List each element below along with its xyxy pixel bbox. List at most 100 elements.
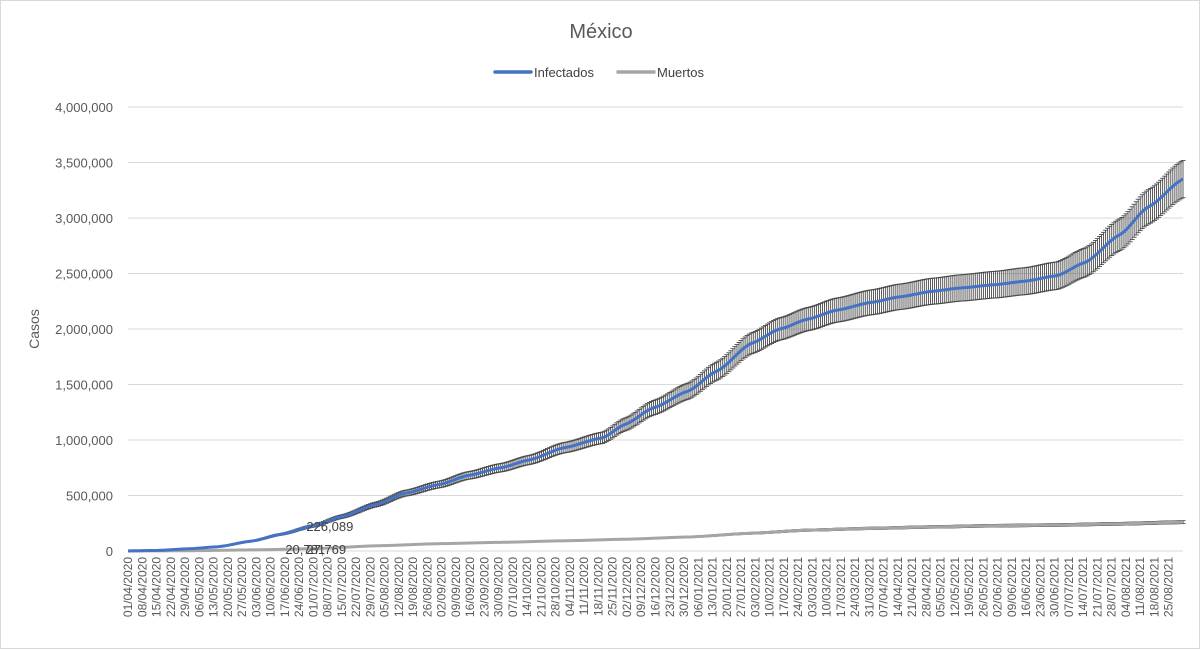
x-tick-label: 18/08/2021 xyxy=(1147,557,1161,617)
x-tick-label: 24/03/2021 xyxy=(848,557,862,617)
x-tick-label: 17/06/2020 xyxy=(278,557,292,617)
x-tick-label: 30/09/2020 xyxy=(492,557,506,617)
x-tick-label: 02/12/2020 xyxy=(620,557,634,617)
series-layer xyxy=(128,161,1186,551)
x-tick-label: 06/05/2020 xyxy=(192,557,206,617)
x-tick-label: 23/12/2020 xyxy=(663,557,677,617)
x-tick-label: 08/07/2020 xyxy=(321,557,335,617)
x-tick-label: 03/02/2021 xyxy=(748,557,762,617)
x-tick-label: 21/10/2020 xyxy=(534,557,548,617)
x-tick-label: 02/06/2021 xyxy=(991,557,1005,617)
x-tick-label: 25/11/2020 xyxy=(606,557,620,616)
x-tick-label: 26/08/2020 xyxy=(420,557,434,617)
x-tick-label: 01/07/2020 xyxy=(306,557,320,617)
x-tick-label: 29/07/2020 xyxy=(363,557,377,617)
x-tick-label: 04/08/2021 xyxy=(1119,557,1133,617)
x-tick-label: 08/04/2020 xyxy=(135,557,149,617)
x-tick-label: 27/05/2020 xyxy=(235,557,249,617)
x-tick-label: 28/07/2021 xyxy=(1105,557,1119,617)
x-tick-label: 23/06/2021 xyxy=(1033,557,1047,617)
x-tick-label: 24/02/2021 xyxy=(791,557,805,617)
x-tick-label: 03/03/2021 xyxy=(805,557,819,617)
x-tick-label: 23/09/2020 xyxy=(477,557,491,617)
x-tick-label: 01/04/2020 xyxy=(121,557,135,617)
x-tick-label: 13/01/2021 xyxy=(706,557,720,617)
data-label: 226,089 xyxy=(306,519,353,534)
y-tick-label: 500,000 xyxy=(66,489,113,504)
y-tick-label: 3,500,000 xyxy=(55,156,113,171)
y-axis-label: Casos xyxy=(26,309,42,349)
x-tick-label: 21/07/2021 xyxy=(1090,557,1104,617)
legend-label: Muertos xyxy=(657,65,704,80)
x-tick-label: 16/12/2020 xyxy=(649,557,663,617)
x-tick-label: 14/04/2021 xyxy=(891,557,905,617)
legend-item-infectados: Infectados xyxy=(495,65,594,80)
x-tick-label: 20/05/2020 xyxy=(221,557,235,617)
x-tick-label: 10/06/2020 xyxy=(264,557,278,617)
x-tick-label: 07/10/2020 xyxy=(506,557,520,617)
x-tick-label: 25/08/2021 xyxy=(1162,557,1176,617)
y-tick-label: 2,000,000 xyxy=(55,322,113,337)
x-tick-label: 05/08/2020 xyxy=(378,557,392,617)
y-tick-label: 1,000,000 xyxy=(55,433,113,448)
y-tick-label: 4,000,000 xyxy=(55,100,113,115)
x-tick-label: 27/01/2021 xyxy=(734,557,748,617)
y-axis-ticks: 0 500,000 1,000,000 1,500,000 2,000,000 2,500… xyxy=(55,100,113,559)
x-tick-label: 17/02/2021 xyxy=(777,557,791,617)
x-tick-label: 16/06/2021 xyxy=(1019,557,1033,617)
x-tick-label: 16/09/2020 xyxy=(463,557,477,617)
legend-label: Infectados xyxy=(534,65,594,80)
y-tick-label: 1,500,000 xyxy=(55,378,113,393)
x-tick-label: 04/11/2020 xyxy=(563,557,577,616)
x-tick-label: 28/10/2020 xyxy=(549,557,563,617)
x-tick-label: 07/04/2021 xyxy=(877,557,891,617)
x-tick-label: 20/01/2021 xyxy=(720,557,734,617)
x-tick-label: 22/07/2020 xyxy=(349,557,363,617)
x-tick-label: 02/09/2020 xyxy=(435,557,449,617)
x-tick-label: 15/04/2020 xyxy=(150,557,164,617)
x-tick-label: 09/12/2020 xyxy=(634,557,648,617)
x-tick-label: 28/04/2021 xyxy=(919,557,933,617)
data-label: 27,769 xyxy=(306,542,346,557)
x-tick-label: 29/04/2020 xyxy=(178,557,192,617)
x-tick-label: 10/02/2021 xyxy=(763,557,777,617)
x-tick-label: 11/11/2020 xyxy=(577,557,591,616)
x-tick-label: 24/06/2020 xyxy=(292,557,306,617)
x-tick-label: 21/04/2021 xyxy=(905,557,919,617)
x-tick-label: 13/05/2020 xyxy=(207,557,221,617)
y-tick-label: 2,500,000 xyxy=(55,267,113,282)
gridlines xyxy=(128,107,1183,496)
x-tick-label: 14/10/2020 xyxy=(520,557,534,617)
x-tick-label: 30/06/2021 xyxy=(1048,557,1062,617)
x-tick-label: 19/05/2021 xyxy=(962,557,976,617)
y-tick-label: 0 xyxy=(106,544,113,559)
legend-item-muertos: Muertos xyxy=(618,65,704,80)
x-tick-label: 09/09/2020 xyxy=(449,557,463,617)
x-tick-label: 10/03/2021 xyxy=(820,557,834,617)
x-tick-label: 03/06/2020 xyxy=(249,557,263,617)
x-tick-label: 12/08/2020 xyxy=(392,557,406,617)
x-tick-label: 22/04/2020 xyxy=(164,557,178,617)
x-tick-label: 09/06/2021 xyxy=(1005,557,1019,617)
x-tick-label: 17/03/2021 xyxy=(834,557,848,617)
x-tick-label: 31/03/2021 xyxy=(862,557,876,617)
x-tick-label: 19/08/2020 xyxy=(406,557,420,617)
y-tick-label: 3,000,000 xyxy=(55,211,113,226)
x-tick-label: 18/11/2020 xyxy=(591,557,605,616)
legend: Infectados Muertos xyxy=(495,65,704,80)
series-infectados xyxy=(128,161,1186,551)
x-tick-label: 15/07/2020 xyxy=(335,557,349,617)
x-tick-label: 05/05/2021 xyxy=(934,557,948,617)
x-tick-label: 30/12/2020 xyxy=(677,557,691,617)
x-tick-label: 11/08/2021 xyxy=(1133,557,1147,616)
x-tick-label: 12/05/2021 xyxy=(948,557,962,617)
x-tick-label: 26/05/2021 xyxy=(976,557,990,617)
x-tick-label: 14/07/2021 xyxy=(1076,557,1090,617)
chart-title: México xyxy=(569,21,632,43)
x-tick-label: 06/01/2021 xyxy=(691,557,705,617)
x-tick-label: 07/07/2021 xyxy=(1062,557,1076,617)
